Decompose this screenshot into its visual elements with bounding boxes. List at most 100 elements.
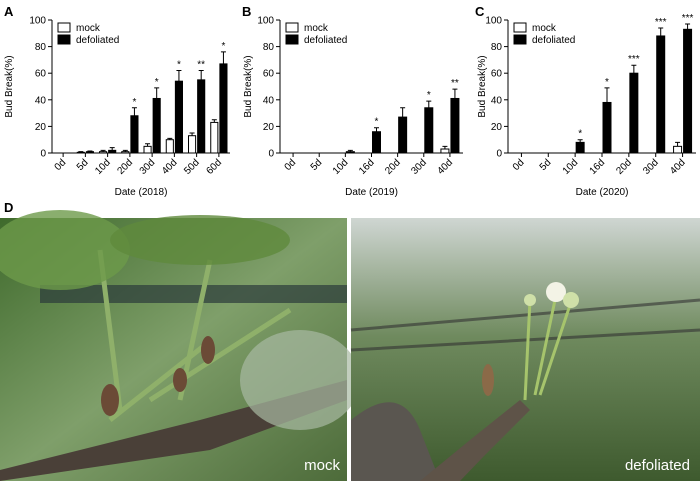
x-tick-label: 5d (309, 157, 325, 173)
legend-label: defoliated (532, 35, 575, 46)
x-tick-label: 5d (538, 157, 554, 173)
bar (450, 97, 460, 154)
y-axis-title: Bud Break(%) (243, 55, 254, 117)
x-tick-label: 0d (511, 157, 527, 173)
error-bar (452, 88, 458, 99)
panel-label: A (4, 4, 14, 19)
significance: * (177, 60, 181, 71)
error-bar (577, 139, 583, 143)
bar (440, 148, 450, 154)
panel-label: B (242, 4, 251, 19)
x-tick-label: 60d (204, 157, 224, 177)
y-axis-title: Bud Break(%) (4, 55, 15, 117)
x-tick-label: 10d (93, 157, 113, 177)
legend-label: defoliated (76, 35, 119, 46)
bar (219, 63, 228, 154)
photo-caption: defoliated (625, 457, 690, 474)
x-axis-title: Date (2018) (115, 187, 168, 198)
significance: *** (628, 54, 640, 65)
bar (99, 151, 108, 154)
bar (345, 151, 355, 154)
x-tick-label: 40d (435, 157, 455, 177)
legend-label: mock (532, 23, 557, 34)
bar (372, 131, 381, 154)
significance: * (578, 129, 582, 140)
legend-swatch (513, 34, 527, 45)
significance: * (132, 97, 136, 108)
bar (76, 151, 85, 154)
x-tick-label: 20d (383, 157, 403, 177)
y-tick-label: 100 (257, 16, 274, 27)
significance: * (155, 77, 159, 88)
bar (152, 97, 161, 154)
error-bar (631, 64, 637, 74)
y-tick-label: 60 (263, 69, 275, 80)
x-tick-label: 10d (561, 157, 581, 177)
error-bar (220, 51, 226, 64)
error-bar (154, 87, 160, 99)
legend-label: mock (76, 23, 101, 34)
bar (130, 115, 139, 154)
error-bar (442, 145, 448, 150)
legend-swatch (57, 34, 71, 45)
y-tick-label: 60 (35, 69, 47, 80)
bar (673, 145, 683, 154)
error-bar (347, 149, 353, 152)
x-tick-label: 40d (668, 157, 688, 177)
x-tick-label: 40d (160, 157, 180, 177)
y-tick-label: 0 (40, 149, 46, 160)
legend-swatch (513, 22, 527, 33)
panel-label: D (4, 200, 13, 215)
y-tick-label: 20 (35, 122, 47, 133)
error-bar (122, 149, 128, 152)
error-bar (189, 132, 195, 136)
significance: * (375, 117, 379, 128)
bar (143, 145, 152, 154)
bar (188, 135, 197, 154)
x-tick-label: 0d (283, 157, 299, 173)
y-tick-label: 20 (263, 122, 275, 133)
y-tick-label: 40 (35, 95, 47, 106)
error-bar (131, 107, 137, 116)
significance: * (221, 41, 225, 52)
x-tick-label: 16d (588, 157, 608, 177)
error-bar (374, 127, 379, 132)
y-tick-label: 40 (263, 95, 275, 106)
bar (85, 151, 94, 154)
error-bar (426, 100, 432, 108)
significance: * (605, 77, 609, 88)
x-tick-label: 20d (614, 157, 634, 177)
bar (683, 28, 693, 154)
error-bar (176, 70, 182, 82)
error-bar (109, 147, 115, 151)
y-tick-label: 20 (491, 122, 503, 133)
y-tick-label: 60 (491, 69, 503, 80)
x-tick-label: 5d (75, 157, 91, 173)
error-bar (675, 141, 681, 147)
y-tick-label: 80 (491, 42, 503, 53)
x-tick-label: 16d (357, 157, 377, 177)
y-tick-label: 0 (496, 149, 502, 160)
error-bar (198, 70, 204, 80)
significance: *** (682, 13, 694, 24)
bar (174, 80, 183, 154)
photo-defoliated: defoliated (350, 218, 700, 481)
error-bar (211, 119, 217, 123)
error-bar (685, 23, 691, 30)
x-tick-label: 30d (409, 157, 429, 177)
significance: * (427, 90, 431, 101)
bar (121, 151, 130, 154)
legend-swatch (57, 22, 71, 33)
bar (575, 141, 585, 154)
photo-caption: mock (304, 457, 340, 474)
error-bar (145, 143, 151, 147)
legend-swatch (285, 34, 299, 45)
x-tick-label: 50d (182, 157, 202, 177)
bar (210, 121, 219, 154)
bar (398, 116, 408, 154)
error-bar (100, 149, 106, 152)
bar (602, 101, 612, 154)
y-axis-title: Bud Break(%) (477, 55, 488, 117)
